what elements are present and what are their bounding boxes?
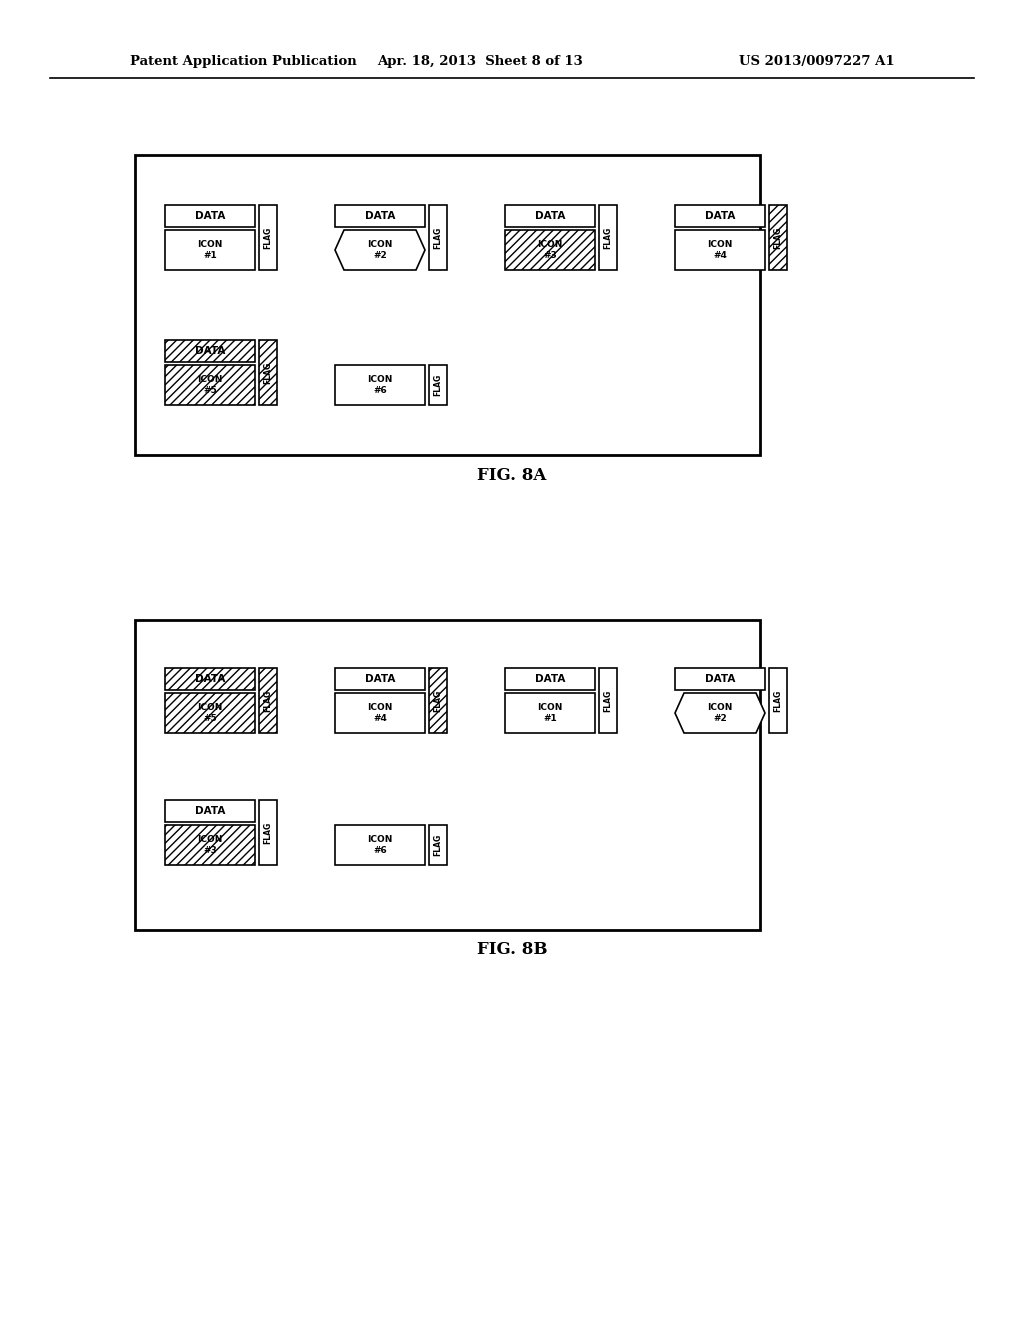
Text: ICON
#5: ICON #5 xyxy=(198,704,222,723)
Text: DATA: DATA xyxy=(535,211,565,220)
Bar xyxy=(505,693,595,733)
Bar xyxy=(675,668,765,690)
Text: DATA: DATA xyxy=(195,211,225,220)
Bar xyxy=(335,205,425,227)
Text: FLAG: FLAG xyxy=(263,362,272,384)
Text: FLAG: FLAG xyxy=(773,689,782,711)
Text: ICON
#3: ICON #3 xyxy=(538,240,562,260)
Text: ICON
#5: ICON #5 xyxy=(198,375,222,395)
Bar xyxy=(165,366,255,405)
Bar xyxy=(505,230,595,271)
Bar xyxy=(599,205,617,271)
Text: Patent Application Publication: Patent Application Publication xyxy=(130,55,356,69)
Polygon shape xyxy=(675,693,765,733)
Text: FLAG: FLAG xyxy=(433,374,442,396)
Text: ICON
#1: ICON #1 xyxy=(198,240,222,260)
Bar xyxy=(505,205,595,227)
Text: FLAG: FLAG xyxy=(263,689,272,711)
Text: FIG. 8A: FIG. 8A xyxy=(477,466,547,483)
Text: ICON
#2: ICON #2 xyxy=(368,240,392,260)
Text: DATA: DATA xyxy=(365,211,395,220)
Text: FLAG: FLAG xyxy=(603,226,612,248)
Text: FLAG: FLAG xyxy=(433,226,442,248)
Text: FLAG: FLAG xyxy=(433,689,442,711)
Text: ICON
#4: ICON #4 xyxy=(368,704,392,723)
Text: FLAG: FLAG xyxy=(433,834,442,857)
Text: ICON
#1: ICON #1 xyxy=(538,704,562,723)
Bar xyxy=(335,668,425,690)
Text: FIG. 8B: FIG. 8B xyxy=(477,941,547,958)
Bar xyxy=(165,825,255,865)
Text: FLAG: FLAG xyxy=(263,226,272,248)
Bar xyxy=(259,800,278,865)
Text: ICON
#2: ICON #2 xyxy=(708,704,733,723)
Bar xyxy=(335,825,425,865)
Bar xyxy=(259,205,278,271)
Bar xyxy=(675,230,765,271)
Bar xyxy=(165,341,255,362)
Text: FLAG: FLAG xyxy=(263,821,272,843)
Bar xyxy=(769,668,787,733)
Bar xyxy=(135,154,760,455)
Text: FLAG: FLAG xyxy=(603,689,612,711)
Bar xyxy=(429,825,447,865)
Text: DATA: DATA xyxy=(705,675,735,684)
Text: DATA: DATA xyxy=(195,807,225,816)
Bar xyxy=(335,366,425,405)
Bar xyxy=(599,668,617,733)
Bar xyxy=(429,668,447,733)
Bar xyxy=(505,668,595,690)
Text: ICON
#6: ICON #6 xyxy=(368,836,392,855)
Polygon shape xyxy=(335,230,425,271)
Bar xyxy=(165,668,255,690)
Bar xyxy=(165,693,255,733)
Bar xyxy=(259,341,278,405)
Text: FLAG: FLAG xyxy=(773,226,782,248)
Bar xyxy=(135,620,760,931)
Bar xyxy=(165,205,255,227)
Text: ICON
#3: ICON #3 xyxy=(198,836,222,855)
Bar xyxy=(335,693,425,733)
Text: DATA: DATA xyxy=(535,675,565,684)
Text: ICON
#4: ICON #4 xyxy=(708,240,733,260)
Bar xyxy=(675,205,765,227)
Text: DATA: DATA xyxy=(705,211,735,220)
Text: DATA: DATA xyxy=(195,675,225,684)
Text: US 2013/0097227 A1: US 2013/0097227 A1 xyxy=(739,55,895,69)
Bar xyxy=(429,366,447,405)
Bar xyxy=(165,800,255,822)
Text: Apr. 18, 2013  Sheet 8 of 13: Apr. 18, 2013 Sheet 8 of 13 xyxy=(377,55,583,69)
Bar xyxy=(429,205,447,271)
Text: DATA: DATA xyxy=(195,346,225,356)
Bar xyxy=(165,230,255,271)
Text: DATA: DATA xyxy=(365,675,395,684)
Text: ICON
#6: ICON #6 xyxy=(368,375,392,395)
Bar xyxy=(259,668,278,733)
Bar xyxy=(769,205,787,271)
